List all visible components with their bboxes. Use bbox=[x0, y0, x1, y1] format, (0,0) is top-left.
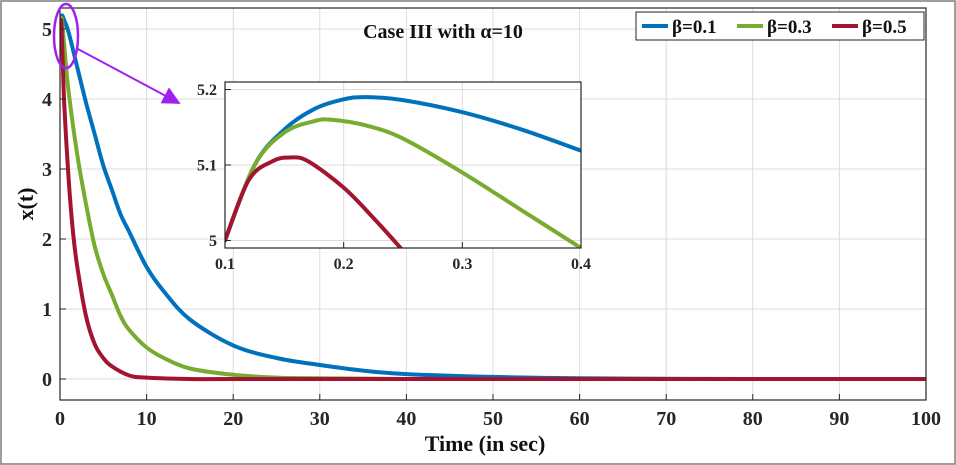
x-tick-label: 50 bbox=[483, 408, 503, 430]
x-tick-label: 100 bbox=[911, 408, 941, 430]
main-axes: 0 10 20 30 40 50 60 70 80 90 100 0 1 2 3 4 5 Case III wi… bbox=[13, 7, 941, 456]
main-ticks: 0 10 20 30 40 50 60 70 80 90 100 0 1 2 3 4 5 bbox=[42, 19, 941, 430]
inset-axes: 0.1 0.2 0.3 0.4 5 5.1 5.2 bbox=[197, 81, 591, 273]
inset-ticks: 0.1 0.2 0.3 0.4 5 5.1 5.2 bbox=[197, 82, 591, 273]
y-tick-label: 3 bbox=[42, 159, 52, 181]
x-tick-label: 0.3 bbox=[452, 256, 472, 273]
legend-label-1: β=0.1 bbox=[672, 17, 717, 38]
legend-label-2: β=0.3 bbox=[767, 17, 812, 38]
main-lines bbox=[60, 13, 926, 382]
legend: β=0.1 β=0.3 β=0.5 bbox=[635, 11, 925, 41]
y-tick-label: 5 bbox=[42, 19, 52, 41]
x-tick-label: 30 bbox=[310, 408, 330, 430]
zoom-ellipse bbox=[52, 2, 80, 70]
x-tick-label: 0.2 bbox=[334, 256, 354, 273]
x-tick-label: 0 bbox=[55, 408, 65, 430]
y-tick-label: 4 bbox=[42, 89, 52, 111]
y-tick-label: 2 bbox=[42, 229, 52, 251]
x-tick-label: 80 bbox=[743, 408, 763, 430]
legend-items: β=0.1 β=0.3 β=0.5 bbox=[642, 17, 907, 38]
y-tick-label: 5 bbox=[209, 233, 217, 250]
series-line-3 bbox=[225, 155, 403, 248]
inset-lines bbox=[225, 95, 581, 248]
x-tick-label: 70 bbox=[656, 408, 676, 430]
x-tick-label: 20 bbox=[223, 408, 243, 430]
x-tick-label: 0.4 bbox=[571, 256, 591, 273]
x-tick-label: 40 bbox=[396, 408, 416, 430]
x-tick-label: 90 bbox=[829, 408, 849, 430]
x-tick-label: 0.1 bbox=[215, 256, 235, 273]
x-tick-label: 10 bbox=[137, 408, 157, 430]
x-axis-label: Time (in sec) bbox=[425, 431, 546, 456]
y-tick-label: 0 bbox=[42, 369, 52, 391]
y-tick-label: 5.1 bbox=[197, 158, 217, 175]
zoom-callout bbox=[52, 2, 181, 104]
legend-box bbox=[635, 11, 925, 41]
legend-label-3: β=0.5 bbox=[862, 17, 907, 38]
series-line-2 bbox=[225, 117, 581, 248]
chart-title: Case III with α=10 bbox=[363, 21, 523, 43]
y-axis-label: x(t) bbox=[13, 188, 38, 221]
x-tick-label: 60 bbox=[570, 408, 590, 430]
y-tick-label: 5.2 bbox=[197, 82, 217, 99]
zoom-arrow bbox=[75, 47, 181, 104]
y-tick-label: 1 bbox=[42, 299, 52, 321]
series-line-3 bbox=[60, 18, 926, 382]
